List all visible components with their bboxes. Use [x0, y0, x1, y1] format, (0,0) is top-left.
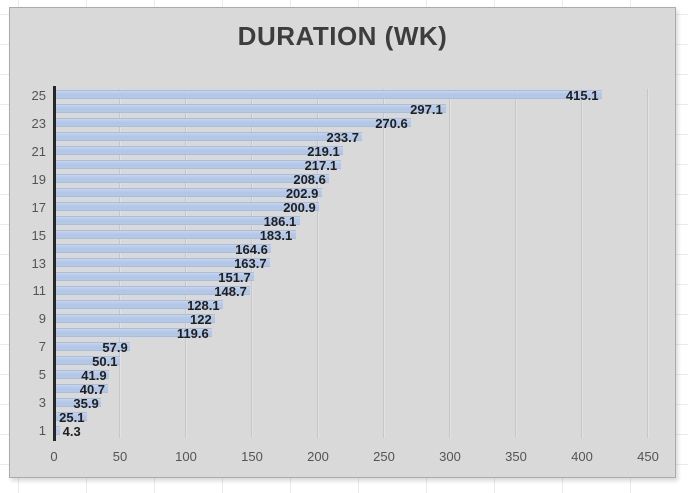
bar-category-17[interactable] — [54, 202, 320, 212]
y-tick-label-3: 3 — [38, 395, 46, 411]
data-label-category-7: 57.9 — [102, 339, 128, 355]
y-tick-label-7: 7 — [38, 339, 46, 355]
data-label-category-12: 151.7 — [218, 269, 251, 285]
bar-category-16[interactable] — [54, 216, 300, 226]
x-tick-label-450: 450 — [637, 449, 659, 464]
bar-category-6[interactable] — [54, 355, 121, 365]
data-label-category-21: 219.1 — [307, 144, 340, 160]
x-tick-label-250: 250 — [373, 449, 395, 464]
data-label-category-24: 297.1 — [410, 102, 443, 118]
bar-category-15[interactable] — [54, 230, 296, 240]
data-label-category-4: 40.7 — [79, 381, 106, 397]
bar-category-8[interactable] — [54, 327, 212, 337]
y-tick-label-13: 13 — [31, 255, 46, 271]
x-tick-label-0: 0 — [50, 449, 58, 464]
bar-category-13[interactable] — [54, 258, 271, 267]
data-label-category-17: 200.9 — [283, 200, 316, 216]
x-tick-label-350: 350 — [505, 449, 527, 464]
data-label-category-1: 4.3 — [62, 423, 81, 439]
bar-category-11[interactable] — [54, 285, 251, 295]
y-tick-label-21: 21 — [31, 143, 46, 159]
bar-category-23[interactable] — [54, 118, 412, 128]
data-label-category-20: 217.1 — [304, 158, 338, 174]
data-label-category-16: 186.1 — [263, 214, 297, 230]
bar-category-1[interactable] — [54, 425, 60, 435]
data-label-category-2: 25.1 — [59, 409, 85, 425]
y-tick-label-15: 15 — [31, 227, 46, 243]
data-label-category-15: 183.1 — [259, 228, 293, 244]
x-tick-label-200: 200 — [307, 449, 329, 464]
y-tick-label-9: 9 — [38, 311, 46, 327]
bar-category-25[interactable] — [54, 90, 602, 100]
data-label-category-10: 128.1 — [187, 297, 220, 313]
bar-category-18[interactable] — [54, 188, 322, 198]
gridline-x-350 — [515, 89, 517, 438]
gridline-x-250 — [383, 89, 385, 438]
data-label-category-6: 50.1 — [92, 353, 118, 369]
y-tick-label-19: 19 — [31, 171, 46, 187]
y-tick-label-17: 17 — [31, 199, 46, 215]
gridline-x-450 — [647, 89, 649, 438]
y-tick-label-23: 23 — [31, 115, 46, 131]
x-tick-label-100: 100 — [175, 449, 197, 464]
data-label-category-11: 148.7 — [214, 283, 247, 299]
bar-category-19[interactable] — [54, 174, 330, 184]
data-label-category-8: 119.6 — [176, 325, 209, 341]
x-tick-label-300: 300 — [439, 449, 461, 464]
data-label-category-14: 164.6 — [235, 242, 268, 258]
bar-category-3[interactable] — [54, 397, 102, 407]
y-tick-label-25: 25 — [31, 87, 46, 103]
data-label-category-25: 415.1 — [565, 88, 599, 104]
data-label-category-19: 208.6 — [293, 172, 326, 188]
bar-category-14[interactable] — [54, 244, 272, 254]
y-tick-label-1: 1 — [38, 423, 46, 439]
x-tick-label-50: 50 — [112, 449, 128, 464]
gridline-x-300 — [449, 89, 451, 438]
bar-category-5[interactable] — [54, 369, 110, 379]
bar-category-7[interactable] — [54, 341, 131, 351]
data-label-category-13: 163.7 — [234, 256, 267, 271]
bar-category-20[interactable] — [54, 160, 341, 170]
bar-category-21[interactable] — [54, 146, 344, 156]
data-label-category-5: 41.9 — [81, 367, 107, 383]
bar-category-24[interactable] — [54, 104, 447, 114]
y-axis-line — [53, 86, 56, 441]
gridline-x-200 — [317, 89, 319, 438]
bar-category-4[interactable] — [54, 383, 108, 393]
x-tick-label-400: 400 — [571, 449, 593, 464]
x-tick-label-150: 150 — [241, 449, 263, 464]
data-label-category-9: 122 — [190, 311, 212, 327]
duration-bar-chart[interactable]: DURATION (WK) 4.3 25.1 35.9 40.7 41.9 50.1 57.… — [9, 7, 676, 478]
data-label-category-18: 202.9 — [285, 186, 319, 202]
gridline-x-400 — [581, 89, 583, 438]
bar-category-22[interactable] — [54, 132, 363, 142]
chart-title: DURATION (WK) — [237, 21, 448, 51]
bar-category-12[interactable] — [54, 271, 255, 281]
data-label-category-3: 35.9 — [73, 395, 99, 411]
data-label-category-22: 233.7 — [326, 130, 360, 146]
data-label-category-23: 270.6 — [375, 116, 408, 132]
bar-category-9[interactable] — [54, 313, 216, 323]
y-tick-label-11: 11 — [32, 283, 47, 299]
y-tick-label-5: 5 — [38, 367, 46, 383]
bar-category-10[interactable] — [54, 299, 224, 309]
bar-category-2[interactable] — [54, 411, 88, 421]
plot-area: 4.3 25.1 35.9 40.7 41.9 50.1 57.9 119.6 122 128.1… — [53, 86, 649, 441]
